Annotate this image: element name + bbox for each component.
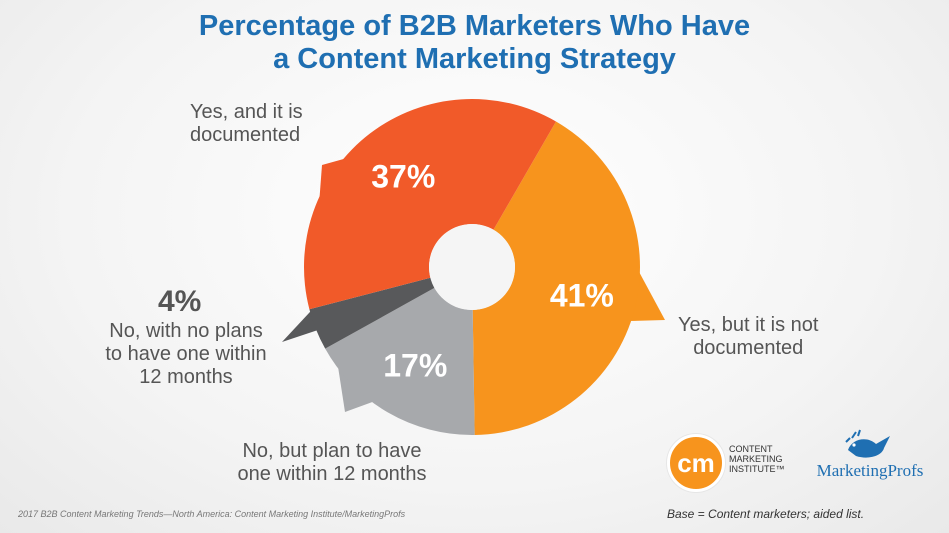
cmi-badge: cm — [667, 434, 725, 492]
label-no-plans-line2: to have one within — [105, 343, 267, 365]
label-no-plan: No, but plan to have one within 12 month… — [216, 440, 448, 486]
title-line-1: Percentage of B2B Marketers Who Have — [198, 10, 751, 42]
slice-value-labels: 41% 17% 37% — [371, 159, 614, 384]
cmi-wordmark: CONTENT MARKETING INSTITUTE™ — [729, 444, 785, 474]
label-yes-not-documented: Yes, but it is not documented — [678, 314, 818, 360]
slice-yes-not-documented — [472, 121, 641, 435]
label-no-plans-line3: 12 months — [139, 366, 233, 388]
slice-no-plan — [325, 287, 475, 435]
slice-yes-not-documented-value-label: 41% — [550, 278, 614, 314]
cmi-line-2: MARKETING — [729, 454, 783, 464]
label-no-plans-line1: No, with no plans — [109, 320, 263, 342]
donut-slices — [304, 98, 641, 435]
slice-no-plans-pointer — [282, 310, 319, 342]
label-yes-documented: Yes, and it is documented — [190, 101, 303, 147]
label-yes-not-documented-line2: documented — [693, 337, 804, 359]
slice-no-plans — [309, 277, 435, 349]
bird-icon — [845, 429, 890, 458]
value-no-plans: 4% — [158, 285, 202, 318]
label-yes-documented-line1: Yes, and it is — [190, 101, 303, 123]
cmi-logo: cm CONTENT MARKETING INSTITUTE™ — [667, 434, 797, 494]
title-line-2: a Content Marketing Strategy — [273, 43, 676, 75]
slice-no-plan-value-label: 17% — [383, 347, 447, 383]
base-note: Base = Content marketers; aided list. — [667, 507, 865, 521]
donut-hole — [429, 224, 515, 310]
label-no-plan-line1: No, but plan to have — [242, 440, 422, 462]
marketingprofs-wordmark: MarketingProfs — [816, 461, 924, 480]
label-no-plan-line2: one within 12 months — [237, 463, 427, 485]
source-note: 2017 B2B Content Marketing Trends—North … — [18, 509, 406, 519]
label-yes-documented-line2: documented — [190, 124, 301, 146]
cmi-line-3: INSTITUTE™ — [729, 464, 785, 474]
slice-yes-documented — [304, 98, 556, 310]
chart-title: Percentage of B2B Marketers Who Have a C… — [0, 10, 949, 76]
cmi-line-1: CONTENT — [729, 444, 773, 454]
marketingprofs-logo: MarketingProfs — [800, 428, 940, 488]
slice-yes-documented-value-label: 37% — [371, 159, 435, 195]
label-no-plans: No, with no plans to have one within 12 … — [88, 320, 284, 389]
label-yes-not-documented-line1: Yes, but it is not — [678, 314, 819, 336]
